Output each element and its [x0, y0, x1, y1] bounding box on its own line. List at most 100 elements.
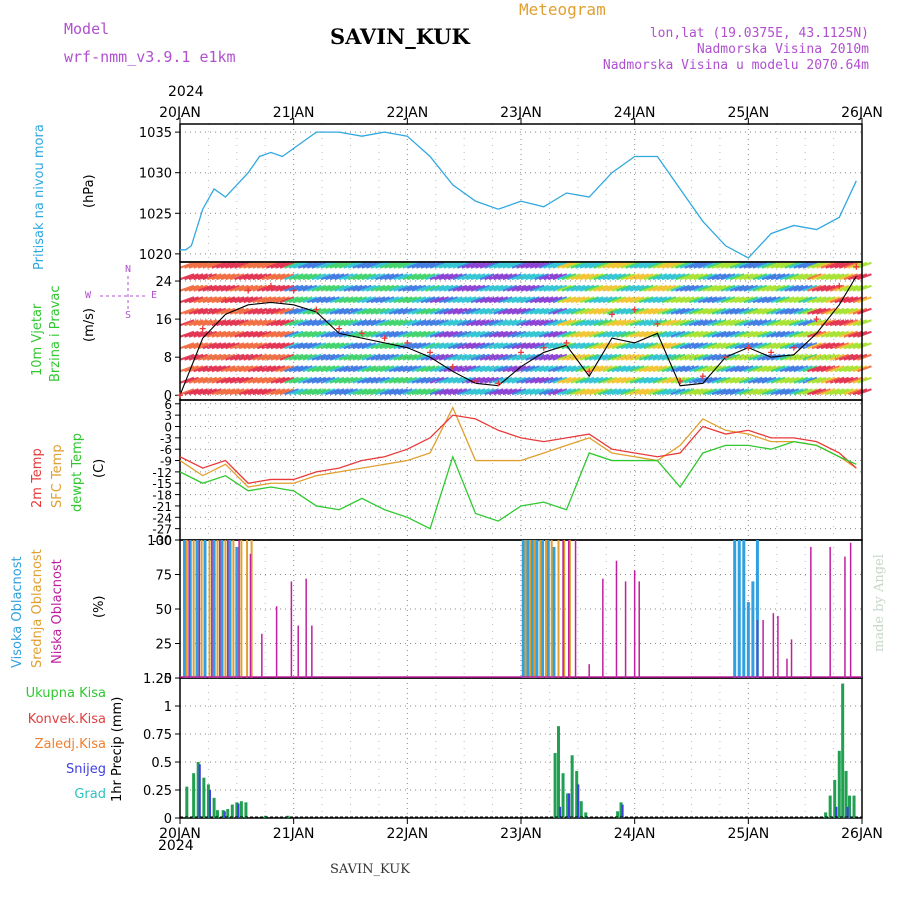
wind-barb: [707, 284, 722, 292]
wind-barb: [275, 261, 290, 269]
wind-barb: [379, 376, 395, 384]
wind-barb: [634, 365, 650, 373]
wind-barb: [288, 376, 304, 384]
wind-barb: [252, 307, 268, 315]
wind-barb: [206, 307, 222, 315]
wind-barb: [252, 376, 268, 384]
cloud-bar: [539, 540, 542, 678]
wind-barb: [652, 342, 668, 350]
wind-barb: [675, 353, 690, 361]
y-tick-label: 0: [164, 672, 172, 687]
wind-barb: [811, 284, 827, 292]
wind-barb: [684, 342, 700, 350]
wind-barb: [675, 284, 690, 292]
wind-barb: [302, 342, 318, 350]
y-tick-label: 25: [155, 638, 172, 653]
wind-barb: [443, 296, 459, 304]
wind-barb: [711, 388, 727, 396]
wind-barb: [266, 353, 281, 361]
precip-bar: [223, 811, 226, 818]
precip-bar: [557, 726, 561, 818]
precip-bar: [846, 806, 849, 818]
wind-barb: [470, 365, 486, 373]
precip-bar: [824, 812, 828, 818]
wind-barb: [557, 365, 572, 373]
wind-barb: [584, 296, 599, 304]
wind-barb: [843, 376, 859, 384]
wind-barb: [243, 376, 258, 384]
wind-barb: [807, 353, 822, 361]
wind-barb: [193, 319, 208, 327]
wind-barb: [179, 296, 195, 304]
wind-barb: [666, 261, 681, 269]
wind-barb: [202, 342, 218, 350]
wind-barb: [638, 376, 654, 384]
wind-barb: [356, 388, 372, 396]
wind-barb: [616, 319, 631, 327]
wind-barb: [425, 307, 440, 315]
wind-barb: [438, 273, 454, 281]
wind-barb: [761, 284, 777, 292]
wind-barb: [538, 284, 554, 292]
wind-barb: [852, 307, 868, 315]
wind-barb: [475, 261, 490, 269]
wind-barb: [807, 261, 822, 269]
wind-barb: [702, 273, 718, 281]
wind-barb: [634, 319, 650, 327]
wind-barb: [766, 365, 781, 373]
wind-barb: [507, 296, 522, 304]
wind-barb: [384, 307, 399, 315]
wind-barb: [529, 319, 545, 327]
wind-barb: [688, 261, 704, 269]
wind-barb: [593, 388, 609, 396]
wind-barb: [470, 319, 486, 327]
wind-barb: [206, 284, 222, 292]
wind-barb: [461, 365, 477, 373]
wind-barb: [820, 261, 836, 269]
wind-barb: [306, 388, 322, 396]
wind-barb: [520, 284, 536, 292]
wind-barb: [848, 307, 863, 315]
wind-barb: [688, 388, 704, 396]
wind-barb: [538, 261, 554, 269]
wind-barb: [857, 307, 872, 315]
wind-barb: [647, 261, 663, 269]
wind-barb: [247, 307, 263, 315]
wind-barb: [807, 388, 822, 396]
wind-barb: [816, 261, 831, 269]
wind-barb: [752, 273, 768, 281]
wind-barb: [334, 388, 349, 396]
wind-barb: [602, 296, 618, 304]
bottom-day-label: 20JAN: [159, 826, 201, 842]
wind-barb: [734, 261, 750, 269]
wind-barb: [484, 273, 499, 281]
y-tick-label: 6: [164, 398, 172, 412]
wind-barb: [206, 365, 222, 373]
wind-barb: [275, 353, 290, 361]
wind-barb: [488, 319, 504, 327]
wind-barb: [484, 307, 499, 315]
y-tick-label: 1025: [139, 207, 172, 222]
wind-barb: [429, 261, 445, 269]
compass-letter: W: [85, 290, 92, 301]
wind-barb: [352, 330, 368, 338]
wind-barb: [475, 330, 490, 338]
wind-barb: [284, 307, 299, 315]
wind-barb: [852, 353, 868, 361]
wind-barb: [466, 296, 481, 304]
wind-barb: [447, 284, 463, 292]
wind-barb: [834, 388, 850, 396]
wind-barb: [825, 388, 840, 396]
wind-barb: [520, 273, 536, 281]
wind-barb: [552, 330, 568, 338]
wind-barb: [279, 307, 295, 315]
wind-barb: [457, 353, 472, 361]
wind-barb: [543, 388, 559, 396]
wind-barb: [343, 319, 359, 327]
wind-barb: [197, 307, 213, 315]
wind-barb: [416, 319, 431, 327]
wind-barb: [561, 365, 577, 373]
station-title: SAVIN_KUK: [330, 24, 470, 49]
wind-barb: [752, 261, 768, 269]
wind-barb: [688, 284, 704, 292]
